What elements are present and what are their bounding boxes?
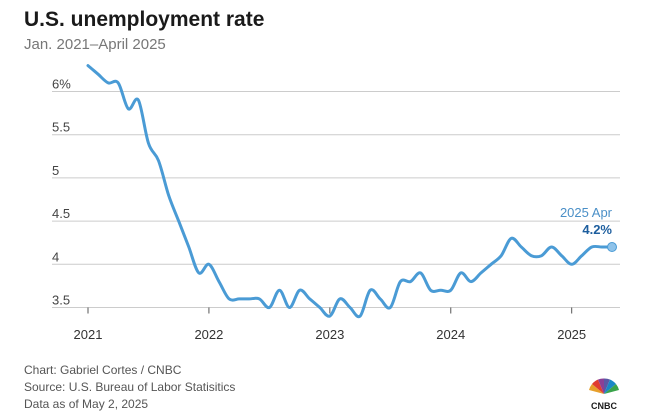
data-date: Data as of May 2, 2025 [24, 397, 149, 411]
page-title: U.S. unemployment rate [24, 8, 265, 31]
x-tick-label: 2022 [194, 327, 223, 342]
series-layer [86, 64, 614, 319]
latest-point-marker [607, 242, 617, 253]
x-tick-label: 2024 [436, 327, 465, 342]
x-tick-label: 2023 [315, 327, 344, 342]
annotation-layer: 2025 Apr 4.2% [560, 205, 617, 253]
page-subtitle: Jan. 2021–April 2025 [24, 36, 166, 53]
y-tick-label: 6% [52, 77, 71, 92]
annotation-date: 2025 Apr [560, 205, 613, 220]
y-tick-label: 5 [52, 163, 59, 178]
y-axis-ticks: 3.5 4 4.5 5 5.5 6% [52, 77, 71, 308]
x-tick-label: 2025 [557, 327, 586, 342]
x-axis-ticks: 2021 2022 2023 2024 2025 [74, 307, 586, 342]
annotation-value: 4.2% [582, 222, 612, 237]
y-tick-label: 4.5 [52, 206, 70, 221]
chart-source: Source: U.S. Bureau of Labor Statisitics [24, 380, 236, 394]
grid-lines [52, 91, 620, 308]
unemployment-line-chart: 3.5 4 4.5 5 5.5 6% 2021 2022 2023 2024 2025 2025 … [52, 64, 620, 342]
chart-credit: Chart: Gabriel Cortes / CNBC [24, 363, 182, 377]
chart-footer: Chart: Gabriel Cortes / CNBC Source: U.S… [24, 362, 235, 413]
x-tick-label: 2021 [74, 327, 103, 342]
unemployment-rate-line [86, 64, 614, 319]
y-tick-label: 3.5 [52, 293, 70, 308]
cnbc-peacock-logo: CNBC [589, 378, 619, 411]
y-tick-label: 5.5 [52, 120, 70, 135]
cnbc-logo-text: CNBC [591, 401, 617, 411]
y-tick-label: 4 [52, 249, 59, 264]
